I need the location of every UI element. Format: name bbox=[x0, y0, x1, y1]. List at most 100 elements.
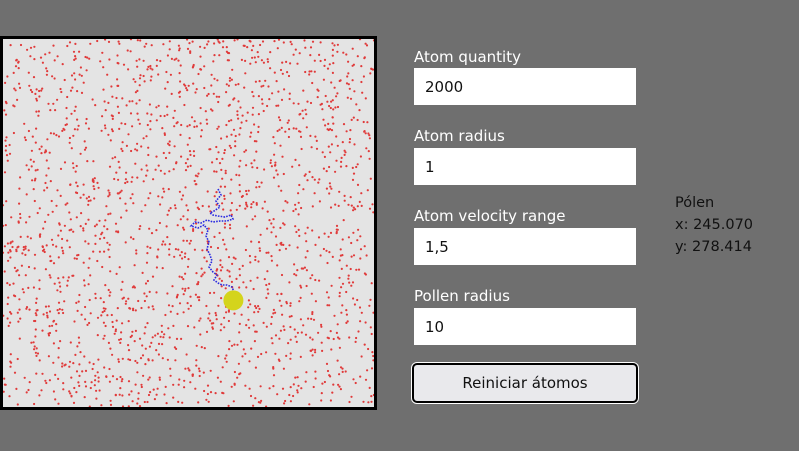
atom bbox=[191, 373, 194, 376]
atom bbox=[142, 74, 145, 78]
atom bbox=[59, 194, 62, 197]
atom bbox=[163, 190, 166, 193]
atom bbox=[135, 102, 138, 105]
atom bbox=[12, 282, 15, 285]
atom bbox=[241, 114, 244, 117]
atom bbox=[37, 114, 40, 117]
atom bbox=[150, 113, 153, 116]
atom bbox=[341, 367, 344, 370]
atom bbox=[5, 154, 9, 157]
atom bbox=[34, 351, 37, 354]
atom bbox=[335, 159, 338, 162]
atom bbox=[300, 331, 303, 334]
atom bbox=[73, 128, 76, 131]
atom bbox=[317, 331, 320, 334]
atom bbox=[155, 393, 158, 396]
atom bbox=[272, 385, 275, 388]
atom bbox=[121, 97, 124, 100]
atom bbox=[131, 125, 134, 128]
atom bbox=[68, 141, 71, 144]
atom bbox=[228, 77, 232, 80]
atom bbox=[268, 387, 271, 390]
atom bbox=[23, 376, 26, 379]
atom bbox=[229, 146, 232, 149]
atom-quantity-input[interactable] bbox=[414, 68, 636, 105]
atom bbox=[239, 159, 242, 162]
atom bbox=[282, 41, 285, 44]
atom bbox=[287, 119, 290, 122]
atom bbox=[289, 62, 292, 65]
pollen-radius-input[interactable] bbox=[414, 308, 636, 345]
atom bbox=[71, 274, 74, 277]
reset-atoms-button[interactable]: Reiniciar átomos bbox=[412, 363, 638, 403]
atom bbox=[252, 44, 255, 47]
atom bbox=[72, 362, 75, 365]
atom bbox=[156, 332, 159, 335]
atom bbox=[180, 123, 183, 127]
atom bbox=[309, 54, 312, 57]
atom bbox=[271, 342, 274, 345]
atom bbox=[102, 321, 105, 324]
atom bbox=[270, 231, 273, 234]
atom bbox=[29, 158, 32, 161]
atom bbox=[313, 178, 316, 181]
atom bbox=[47, 355, 51, 358]
atom bbox=[34, 141, 37, 144]
atom bbox=[149, 67, 152, 70]
atom bbox=[109, 403, 113, 406]
atom bbox=[341, 370, 344, 373]
atom bbox=[298, 300, 301, 303]
atom bbox=[354, 381, 357, 385]
atom bbox=[166, 236, 169, 239]
atom bbox=[265, 351, 268, 354]
atom bbox=[242, 44, 245, 47]
atom bbox=[234, 145, 237, 148]
atom bbox=[276, 129, 279, 133]
atom bbox=[314, 300, 317, 303]
atom bbox=[38, 287, 41, 290]
atom bbox=[6, 302, 9, 306]
atom bbox=[157, 73, 160, 76]
atom bbox=[203, 389, 206, 393]
atom bbox=[217, 125, 220, 128]
atom bbox=[195, 183, 198, 186]
atom bbox=[208, 291, 212, 295]
atom bbox=[152, 308, 155, 311]
atom bbox=[206, 122, 209, 125]
atom bbox=[54, 373, 57, 376]
atom bbox=[31, 179, 34, 182]
atom bbox=[70, 147, 73, 150]
atom bbox=[270, 259, 273, 262]
atom bbox=[197, 281, 200, 284]
atom bbox=[94, 104, 97, 107]
atom bbox=[106, 241, 109, 244]
atom bbox=[311, 81, 314, 85]
atom bbox=[265, 296, 268, 299]
atom bbox=[364, 42, 367, 45]
atom bbox=[61, 237, 64, 241]
atom bbox=[141, 271, 144, 274]
atom-velocity-range-input[interactable] bbox=[414, 228, 636, 265]
atom bbox=[47, 102, 50, 105]
atom bbox=[166, 54, 169, 57]
atom bbox=[84, 305, 87, 309]
atom-radius-input[interactable] bbox=[414, 148, 636, 185]
atom bbox=[13, 266, 16, 269]
atom bbox=[188, 369, 191, 372]
atom bbox=[172, 383, 175, 386]
atom bbox=[115, 171, 118, 174]
atom bbox=[83, 396, 86, 399]
atom bbox=[6, 282, 9, 285]
atom bbox=[292, 383, 295, 386]
atom bbox=[94, 374, 97, 377]
atom bbox=[100, 314, 103, 317]
atom bbox=[234, 257, 237, 260]
atom bbox=[168, 336, 171, 339]
atom bbox=[18, 308, 21, 311]
atom bbox=[330, 81, 333, 84]
atom bbox=[154, 168, 157, 171]
atom bbox=[289, 357, 292, 360]
atom bbox=[253, 159, 256, 162]
atom bbox=[83, 355, 86, 358]
atom bbox=[164, 313, 167, 317]
